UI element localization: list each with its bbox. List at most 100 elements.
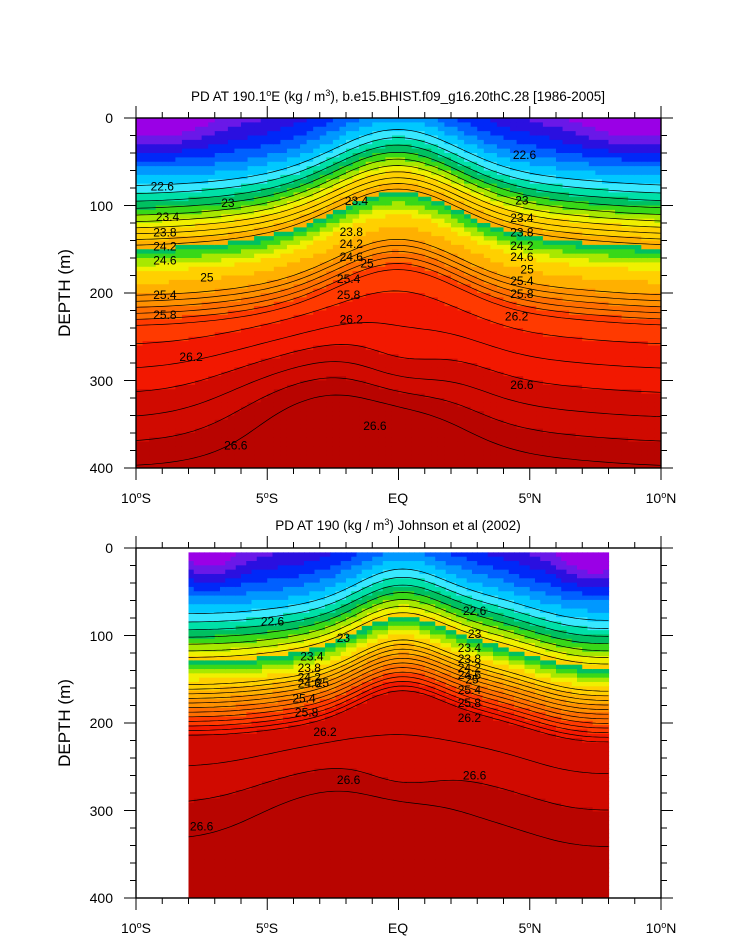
contour-fill-cell xyxy=(359,454,367,460)
contour-fill-cell xyxy=(405,446,413,452)
contour-fill-cell xyxy=(339,393,347,399)
contour-fill-cell xyxy=(201,231,209,237)
contour-fill-cell xyxy=(168,310,176,316)
contour-fill-cell xyxy=(267,398,275,403)
contour-fill-cell xyxy=(300,323,308,329)
contour-fill-cell xyxy=(339,454,347,460)
contour-fill-cell xyxy=(339,441,347,447)
contour-fill-cell xyxy=(214,459,222,465)
contour-fill-cell xyxy=(286,336,295,342)
contour-fill-cell xyxy=(181,170,190,176)
contour-fill-cell xyxy=(529,441,537,447)
contour-fill-cell xyxy=(155,161,163,167)
contour-fill-cell xyxy=(405,201,413,207)
contour-fill-cell xyxy=(457,380,465,386)
contour-fill-cell xyxy=(254,205,262,211)
contour-fill-cell xyxy=(286,258,295,263)
contour-fill-cell xyxy=(503,450,511,456)
contour-fill-cell xyxy=(326,319,334,325)
contour-fill-cell xyxy=(247,144,255,150)
contour-fill-cell xyxy=(496,428,505,434)
contour-fill-cell xyxy=(391,148,400,154)
contour-fill-cell xyxy=(503,433,511,438)
contour-fill-cell xyxy=(529,192,537,198)
contour-fill-cell xyxy=(293,174,301,180)
contour-fill-cell xyxy=(424,236,432,242)
contour-fill-cell xyxy=(424,376,432,382)
contour-fill-cell xyxy=(470,244,478,250)
contour-fill-cell xyxy=(405,288,413,294)
contour-fill-cell xyxy=(411,354,419,360)
contour-fill-cell xyxy=(142,148,150,154)
contour-fill-cell xyxy=(280,310,288,316)
contour-fill-cell xyxy=(326,310,334,316)
contour-fill-cell xyxy=(503,262,511,268)
contour-fill-cell xyxy=(300,258,308,263)
contour-fill-cell xyxy=(398,188,406,193)
contour-fill-cell xyxy=(464,441,472,447)
contour-fill-cell xyxy=(234,424,242,430)
contour-fill-cell xyxy=(254,236,262,242)
contour-fill-cell xyxy=(326,459,334,465)
contour-fill-cell xyxy=(398,166,406,172)
contour-fill-cell xyxy=(510,148,518,154)
contour-fill-cell xyxy=(483,249,491,255)
contour-fill-cell xyxy=(227,306,236,312)
contour-fill-cell xyxy=(385,144,393,150)
contour-fill-cell xyxy=(424,463,432,468)
contour-fill-cell xyxy=(267,354,275,360)
contour-fill-cell xyxy=(411,389,419,395)
contour-fill-cell xyxy=(293,384,301,390)
contour-fill-cell xyxy=(214,310,222,316)
contour-fill-cell xyxy=(523,157,531,163)
contour-fill-cell xyxy=(188,240,196,246)
contour-fill-cell xyxy=(365,437,373,443)
contour-fill-cell xyxy=(149,428,157,434)
contour-fill-cell xyxy=(437,380,446,386)
contour-fill-cell xyxy=(437,354,446,360)
contour-fill-cell xyxy=(346,363,354,368)
contour-fill-cell xyxy=(503,144,511,150)
contour-fill-cell xyxy=(359,174,367,180)
contour-fill-cell xyxy=(444,192,452,198)
contour-fill-cell xyxy=(477,170,485,176)
contour-fill-cell xyxy=(444,380,452,386)
contour-fill-cell xyxy=(523,314,531,320)
contour-fill-cell xyxy=(241,314,249,320)
contour-fill-cell xyxy=(155,384,163,390)
contour-fill-cell xyxy=(444,227,452,233)
contour-fill-cell xyxy=(221,122,229,128)
contour-fill-cell xyxy=(431,249,439,255)
contour-fill-cell xyxy=(168,240,176,246)
contour-fill-cell xyxy=(359,406,367,412)
contour-fill-cell xyxy=(162,205,170,211)
contour-fill-cell xyxy=(162,345,170,351)
contour-fill-cell xyxy=(424,393,432,399)
contour-fill-cell xyxy=(523,328,531,333)
contour-fill-cell xyxy=(398,446,406,452)
contour-fill-cell xyxy=(437,218,446,224)
contour-fill-cell xyxy=(496,306,505,312)
contour-fill-cell xyxy=(470,131,478,137)
contour-fill-cell xyxy=(136,437,144,443)
contour-fill-cell xyxy=(247,341,255,347)
contour-fill-cell xyxy=(542,157,551,163)
contour-fill-cell xyxy=(201,332,209,338)
contour-fill-cell xyxy=(273,424,281,430)
contour-fill-cell xyxy=(339,240,347,246)
contour-fill-cell xyxy=(280,148,288,154)
contour-fill-cell xyxy=(424,131,432,137)
contour-fill-cell xyxy=(195,328,203,333)
contour-fill-cell xyxy=(181,218,190,224)
contour-fill-cell xyxy=(516,205,524,211)
contour-fill-cell xyxy=(273,188,281,193)
contour-fill-cell xyxy=(523,371,531,377)
contour-fill-cell xyxy=(326,454,334,460)
contour-fill-cell xyxy=(332,332,341,338)
contour-fill-cell xyxy=(529,319,537,325)
contour-fill-cell xyxy=(503,363,511,368)
contour-fill-cell xyxy=(405,118,413,123)
contour-fill-cell xyxy=(136,122,144,128)
contour-fill-cell xyxy=(477,183,485,189)
contour-fill-cell xyxy=(346,183,354,189)
